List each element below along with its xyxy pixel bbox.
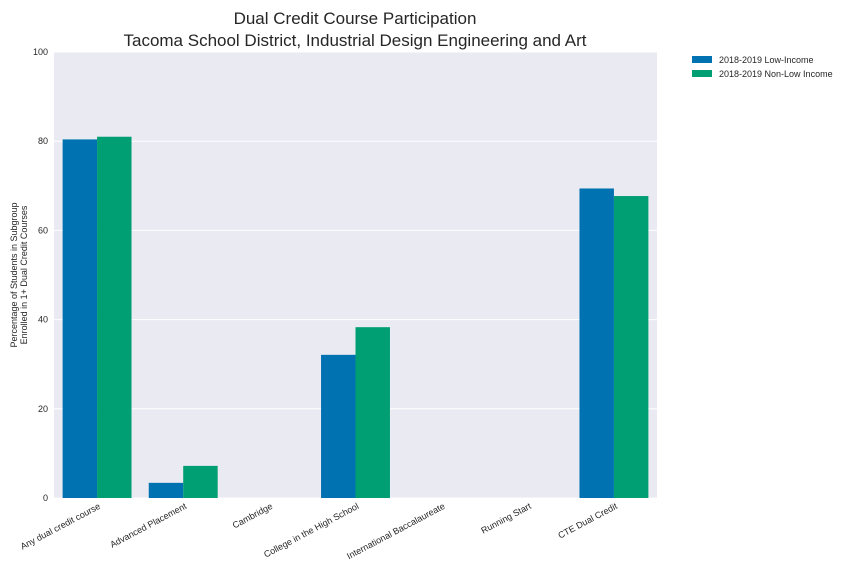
legend: 2018-2019 Low-Income 2018-2019 Non-Low In…: [692, 55, 833, 79]
x-tick-label: Cambridge: [231, 501, 275, 531]
bar: [613, 196, 649, 499]
legend-swatch: [692, 56, 712, 63]
y-tick-label: 100: [33, 47, 48, 57]
legend-label: 2018-2019 Non-Low Income: [719, 69, 833, 79]
chart-title: Dual Credit Course Participation: [234, 9, 477, 28]
x-tick-label: Any dual credit course: [19, 501, 102, 552]
legend-label: 2018-2019 Low-Income: [719, 55, 814, 65]
bar: [355, 327, 390, 498]
x-tick-labels: Any dual credit course Advanced Placement…: [19, 501, 620, 562]
x-tick-label: International Baccalaureate: [345, 501, 446, 561]
y-tick-labels: 0 20 40 60 80 100: [33, 47, 48, 503]
x-tick-label: Running Start: [479, 501, 533, 536]
y-tick-label: 40: [38, 315, 48, 325]
y-axis-label-line-1: Percentage of Students in Subgroup: [9, 202, 19, 347]
bar: [148, 482, 184, 498]
bar: [579, 188, 614, 498]
chart-subtitle: Tacoma School District, Industrial Desig…: [123, 31, 586, 50]
bar: [183, 465, 218, 498]
x-tick-label: CTE Dual Credit: [556, 501, 619, 541]
x-tick-label: College in the High School: [262, 501, 360, 560]
bars: [62, 136, 649, 499]
bar: [321, 354, 356, 498]
bar: [62, 139, 98, 498]
y-tick-label: 0: [43, 493, 48, 503]
y-tick-label: 80: [38, 136, 48, 146]
x-tick-label: Advanced Placement: [108, 501, 188, 550]
y-tick-label: 60: [38, 225, 48, 235]
y-tick-label: 20: [38, 404, 48, 414]
y-axis-label-line-2: Enrolled in 1+ Dual Credit Courses: [19, 205, 29, 344]
legend-swatch: [692, 70, 712, 77]
bar: [97, 136, 132, 499]
